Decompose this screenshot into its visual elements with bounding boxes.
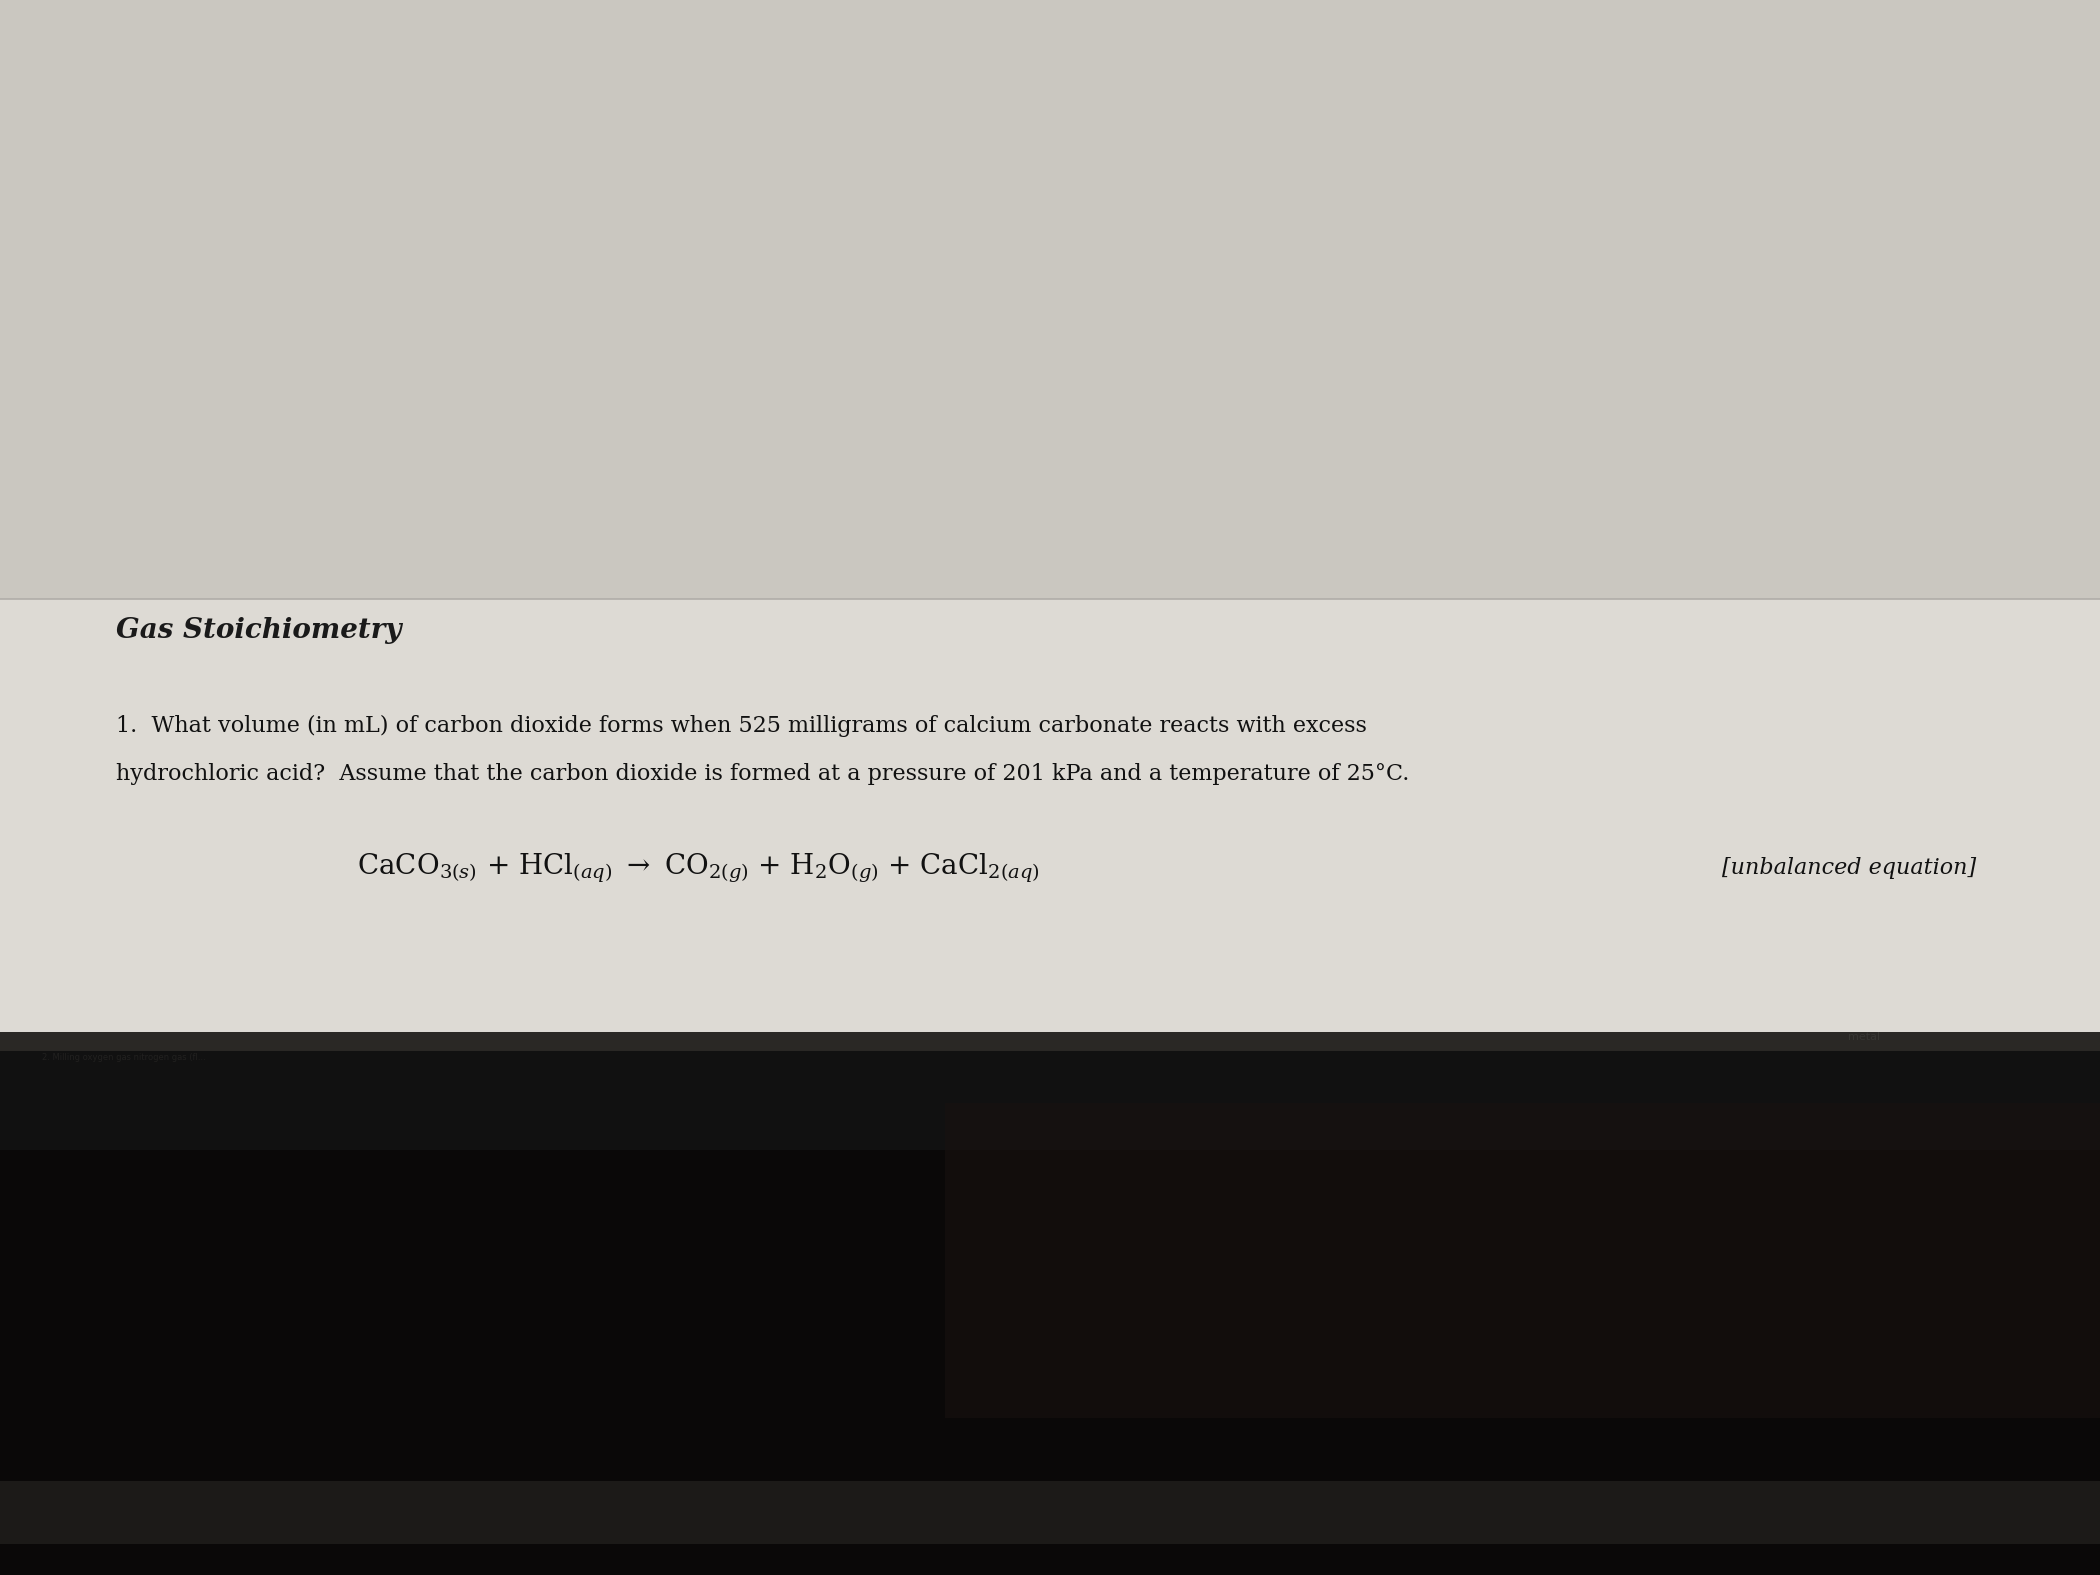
- Bar: [0, 598, 2100, 1032]
- Bar: [0, 1032, 2100, 1051]
- Bar: [0, 0, 2100, 598]
- Bar: [945, 1102, 2100, 1418]
- Bar: [0, 1480, 2100, 1544]
- Text: metal: metal: [1848, 1032, 1880, 1041]
- Text: hydrochloric acid?  Assume that the carbon dioxide is formed at a pressure of 20: hydrochloric acid? Assume that the carbo…: [116, 762, 1409, 784]
- Text: [unbalanced equation]: [unbalanced equation]: [1722, 857, 1976, 879]
- Bar: [0, 1150, 2100, 1575]
- Text: 1.  What volume (in mL) of carbon dioxide forms when 525 milligrams of calcium c: 1. What volume (in mL) of carbon dioxide…: [116, 715, 1367, 737]
- Text: Gas Stoichiometry: Gas Stoichiometry: [116, 617, 401, 644]
- Bar: [0, 1032, 2100, 1150]
- Text: 2. Milling oxygen gas nitrogen gas (fl...: 2. Milling oxygen gas nitrogen gas (fl..…: [42, 1054, 206, 1062]
- Text: CaCO$_{3(s)}$ + HCl$_{(aq)}$ $\rightarrow$ CO$_{2(g)}$ + H$_{2}$O$_{(g)}$ + CaCl: CaCO$_{3(s)}$ + HCl$_{(aq)}$ $\rightarro…: [357, 852, 1040, 885]
